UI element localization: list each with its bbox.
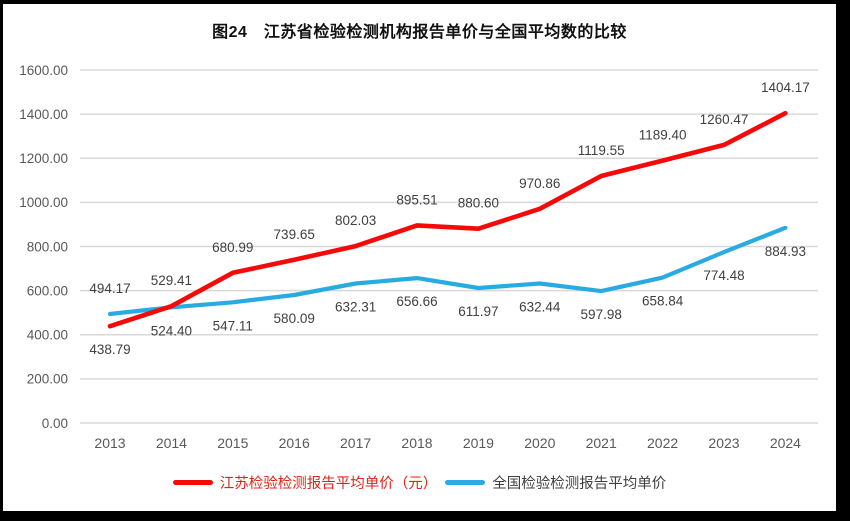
- legend-label-jiangsu: 江苏检验检测报告平均单价（元）: [219, 476, 438, 492]
- data-label: 802.03: [335, 213, 376, 228]
- national-line-swatch-icon: [445, 480, 486, 485]
- chart-title: 图24 江苏省检验检测机构报告单价与全国平均数的比较: [212, 24, 627, 41]
- legend-item-jiangsu: 江苏检验检测报告平均单价（元）: [172, 472, 438, 493]
- series-line-1: [107, 225, 788, 317]
- data-label: 1404.17: [761, 80, 810, 95]
- data-label: 880.60: [458, 196, 499, 211]
- data-label: 1189.40: [639, 128, 687, 143]
- x-axis-tick-label: 2014: [156, 435, 187, 451]
- y-axis-tick-label: 1000.00: [19, 195, 68, 210]
- x-axis-tick-label: 2016: [279, 435, 310, 451]
- data-label: 774.48: [703, 268, 744, 283]
- y-axis-tick-label: 0.00: [42, 416, 68, 431]
- x-axis-tick-label: 2024: [770, 435, 801, 451]
- data-label: 739.65: [274, 227, 315, 242]
- legend-item-national: 全国检验检测报告平均单价: [445, 472, 666, 493]
- data-label: 580.09: [274, 311, 315, 326]
- y-axis-tick-label: 1400.00: [19, 107, 68, 122]
- legend-label-national: 全国检验检测报告平均单价: [492, 476, 667, 492]
- jiangsu-line-swatch-icon: [172, 480, 213, 485]
- x-axis-tick-label: 2013: [94, 435, 125, 451]
- data-label: 632.31: [335, 299, 376, 314]
- y-axis-tick-label: 1600.00: [19, 63, 68, 78]
- x-axis-tick-label: 2017: [340, 435, 371, 451]
- y-axis-tick-label: 600.00: [27, 283, 68, 298]
- series-line-0: [107, 110, 788, 329]
- data-label: 632.44: [519, 299, 561, 314]
- x-axis-tick-label: 2023: [708, 435, 739, 451]
- data-label: 611.97: [458, 304, 498, 319]
- data-label: 656.66: [396, 294, 437, 309]
- chart-legend: 江苏检验检测报告平均单价（元） 全国检验检测报告平均单价: [3, 472, 836, 493]
- x-axis-tick-label: 2015: [217, 435, 248, 451]
- data-label: 547.11: [213, 318, 253, 333]
- data-label: 1260.47: [700, 112, 749, 127]
- y-axis-tick-label: 1200.00: [19, 151, 68, 166]
- data-label: 884.93: [765, 244, 806, 259]
- data-label: 529.41: [151, 273, 192, 288]
- x-axis-tick-label: 2019: [463, 435, 494, 451]
- data-label: 597.98: [581, 307, 622, 322]
- y-axis-tick-label: 400.00: [27, 328, 68, 343]
- data-label: 680.99: [212, 240, 253, 255]
- data-label: 895.51: [396, 192, 437, 207]
- x-axis-tick-label: 2020: [524, 435, 555, 451]
- chart-canvas: 图24 江苏省检验检测机构报告单价与全国平均数的比较 0.00 200.00 400…: [3, 4, 836, 511]
- data-label: 524.40: [151, 323, 192, 338]
- data-label: 494.17: [89, 281, 130, 296]
- x-axis-tick-label: 2022: [647, 435, 678, 451]
- y-axis-tick-label: 200.00: [27, 372, 68, 387]
- data-label: 970.86: [519, 176, 560, 191]
- x-axis-tick-label: 2018: [401, 435, 432, 451]
- y-axis-tick-label: 800.00: [27, 239, 68, 254]
- x-axis-tick-label: 2021: [586, 435, 617, 451]
- data-label: 1119.55: [578, 143, 625, 158]
- data-label: 438.79: [89, 342, 130, 357]
- data-label: 658.84: [642, 294, 684, 309]
